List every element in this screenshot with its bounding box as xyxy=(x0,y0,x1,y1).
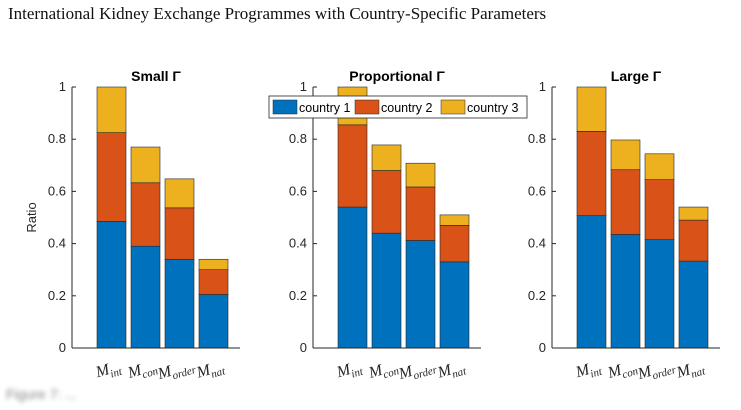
page-title: International Kidney Exchange Programmes… xyxy=(8,4,547,23)
bar-segment-country-1-order xyxy=(405,240,436,349)
legend-label-country-2: country 2 xyxy=(381,101,432,115)
bar-segment-country-1-order xyxy=(164,258,195,349)
bar-segment-country-1-con xyxy=(130,245,161,349)
bar-segment-country-2-order xyxy=(405,186,436,241)
bar-segment-country-1-nat xyxy=(198,294,229,349)
y-tick-label: 0.8 xyxy=(528,131,546,146)
legend-label-country-3: country 3 xyxy=(467,101,518,115)
bar-segment-country-3-nat xyxy=(439,214,470,226)
panel-title: Proportional Γ xyxy=(349,68,445,84)
bar-segment-country-3-nat xyxy=(198,258,229,271)
y-tick-label: 0.2 xyxy=(289,288,307,303)
y-tick-label: 0.2 xyxy=(528,288,546,303)
category-label-order: Morder xyxy=(155,356,198,386)
legend: country 1 country 2 country 3 xyxy=(268,95,528,119)
panel-title: Small Γ xyxy=(131,68,181,84)
y-tick-label: 0 xyxy=(539,340,546,355)
y-tick-label: 0.4 xyxy=(528,236,546,251)
bar-segment-country-1-nat xyxy=(439,261,470,349)
bar-segment-country-1-order xyxy=(644,239,675,349)
y-tick-label: 0 xyxy=(300,340,307,355)
legend-swatch-country-3 xyxy=(440,99,466,115)
category-label-order: Morder xyxy=(396,356,439,386)
bar-segment-country-3-order xyxy=(164,178,195,209)
y-tick-label: 1 xyxy=(539,79,546,94)
y-axis-label: Ratio xyxy=(24,202,39,232)
bar-segment-country-2-int xyxy=(576,131,607,216)
y-tick-label: 0.6 xyxy=(48,183,66,198)
y-tick-label: 0.4 xyxy=(48,236,66,251)
bar-segment-country-2-nat xyxy=(439,225,470,263)
figure-caption-cutoff: Figure 7: ... xyxy=(6,386,77,402)
y-tick-label: 1 xyxy=(59,79,66,94)
legend-label-country-1: country 1 xyxy=(299,101,350,115)
category-label-int: Mint xyxy=(93,358,124,385)
category-label-nat: Mnat xyxy=(674,357,708,384)
category-label-int: Mint xyxy=(334,358,365,385)
bar-segment-country-2-order xyxy=(164,207,195,260)
bar-segment-country-3-order xyxy=(405,162,436,188)
bar-segment-country-1-con xyxy=(610,234,641,349)
bar-segment-country-1-int xyxy=(337,206,368,349)
category-label-order: Morder xyxy=(635,356,678,386)
legend-swatch-country-1 xyxy=(272,99,298,115)
bar-segment-country-1-nat xyxy=(678,260,709,349)
bar-segment-country-3-nat xyxy=(678,206,709,221)
y-tick-label: 0.8 xyxy=(289,131,307,146)
y-tick-label: 0.6 xyxy=(528,183,546,198)
bar-segment-country-2-int xyxy=(337,124,368,208)
category-label-con: Mcon xyxy=(605,357,640,385)
bar-segment-country-2-order xyxy=(644,179,675,240)
y-tick-label: 0.8 xyxy=(48,131,66,146)
category-label-con: Mcon xyxy=(366,357,401,385)
bar-segment-country-3-int xyxy=(96,86,127,133)
bar-segment-country-2-int xyxy=(96,132,127,222)
category-label-con: Mcon xyxy=(125,357,160,385)
y-tick-label: 0 xyxy=(59,340,66,355)
y-tick-label: 0.6 xyxy=(289,183,307,198)
bar-segment-country-2-con xyxy=(610,169,641,235)
bar-segment-country-1-con xyxy=(371,232,402,349)
bar-segment-country-3-con xyxy=(130,146,161,184)
y-tick-label: 0.4 xyxy=(289,236,307,251)
panel-title: Large Γ xyxy=(611,68,662,84)
bar-segment-country-3-order xyxy=(644,153,675,180)
bar-segment-country-3-int xyxy=(576,86,607,132)
bar-segment-country-2-nat xyxy=(678,219,709,262)
bar-segment-country-3-con xyxy=(371,144,402,171)
bar-segment-country-3-con xyxy=(610,139,641,171)
category-label-nat: Mnat xyxy=(194,357,228,384)
category-label-int: Mint xyxy=(573,358,604,385)
bar-segment-country-2-con xyxy=(371,170,402,234)
bar-segment-country-2-nat xyxy=(198,269,229,295)
y-tick-label: 1 xyxy=(300,79,307,94)
bar-segment-country-2-con xyxy=(130,182,161,247)
category-label-nat: Mnat xyxy=(435,357,469,384)
legend-swatch-country-2 xyxy=(354,99,380,115)
bar-segment-country-1-int xyxy=(576,215,607,349)
y-tick-label: 0.2 xyxy=(48,288,66,303)
bar-segment-country-1-int xyxy=(96,221,127,349)
